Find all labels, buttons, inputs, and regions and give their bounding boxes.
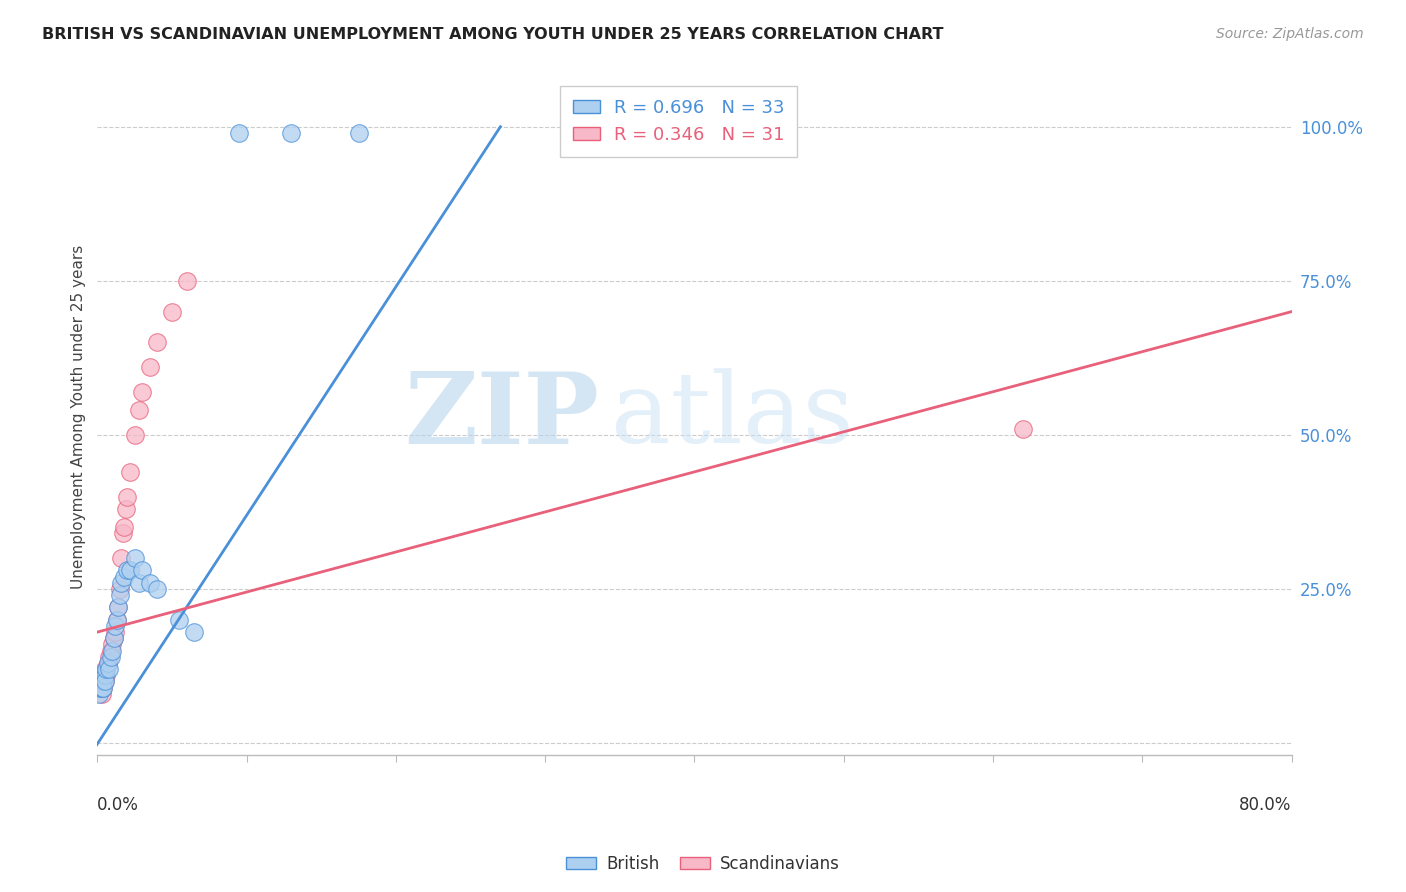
Point [103, 632, 125, 646]
Point [115, 564, 138, 578]
Point [96, 662, 118, 676]
Text: atlas: atlas [610, 368, 853, 465]
Point [128, 575, 150, 590]
Point [160, 304, 183, 318]
Point [131, 564, 153, 578]
Point [90, 681, 112, 695]
Point [169, 613, 191, 627]
Point [128, 403, 150, 417]
Point [124, 428, 146, 442]
Point [101, 637, 124, 651]
Point [100, 643, 122, 657]
Legend: R = 0.696   N = 33, R = 0.346   N = 31: R = 0.696 N = 33, R = 0.346 N = 31 [560, 87, 797, 157]
Point [90, 668, 112, 682]
Point [120, 564, 142, 578]
Text: 80.0%: 80.0% [1239, 796, 1292, 814]
Point [108, 582, 131, 596]
Point [1011, 422, 1033, 436]
Point [98, 649, 121, 664]
Point [107, 600, 129, 615]
Point [112, 520, 135, 534]
Point [347, 126, 370, 140]
Point [104, 619, 127, 633]
Point [104, 625, 127, 640]
Point [87, 687, 110, 701]
Point [103, 632, 125, 646]
Point [94, 674, 117, 689]
Y-axis label: Unemployment Among Youth under 25 years: Unemployment Among Youth under 25 years [72, 244, 86, 589]
Point [97, 656, 120, 670]
Point [101, 643, 124, 657]
Point [91, 681, 114, 695]
Point [176, 274, 198, 288]
Point [91, 681, 114, 695]
Point [138, 575, 160, 590]
Point [105, 613, 128, 627]
Point [183, 625, 205, 640]
Point [105, 613, 128, 627]
Text: BRITISH VS SCANDINAVIAN UNEMPLOYMENT AMONG YOUTH UNDER 25 YEARS CORRELATION CHAR: BRITISH VS SCANDINAVIAN UNEMPLOYMENT AMO… [42, 27, 943, 42]
Point [96, 668, 118, 682]
Point [107, 600, 129, 615]
Point [98, 662, 121, 676]
Point [131, 384, 153, 399]
Point [94, 674, 117, 689]
Text: ZIP: ZIP [404, 368, 599, 465]
Legend: British, Scandinavians: British, Scandinavians [560, 848, 846, 880]
Point [114, 501, 136, 516]
Point [111, 526, 134, 541]
Point [138, 360, 160, 375]
Point [97, 656, 120, 670]
Point [89, 674, 111, 689]
Point [146, 582, 169, 596]
Point [87, 681, 110, 695]
Point [89, 674, 111, 689]
Point [94, 668, 117, 682]
Point [89, 681, 111, 695]
Point [90, 687, 112, 701]
Point [100, 649, 122, 664]
Text: 0.0%: 0.0% [97, 796, 139, 814]
Point [110, 575, 132, 590]
Point [115, 490, 138, 504]
Point [280, 126, 302, 140]
Point [90, 668, 112, 682]
Point [110, 551, 132, 566]
Point [228, 126, 250, 140]
Point [120, 465, 142, 479]
Point [146, 335, 169, 350]
Text: Source: ZipAtlas.com: Source: ZipAtlas.com [1216, 27, 1364, 41]
Point [91, 674, 114, 689]
Point [108, 588, 131, 602]
Point [94, 662, 117, 676]
Point [112, 569, 135, 583]
Point [124, 551, 146, 566]
